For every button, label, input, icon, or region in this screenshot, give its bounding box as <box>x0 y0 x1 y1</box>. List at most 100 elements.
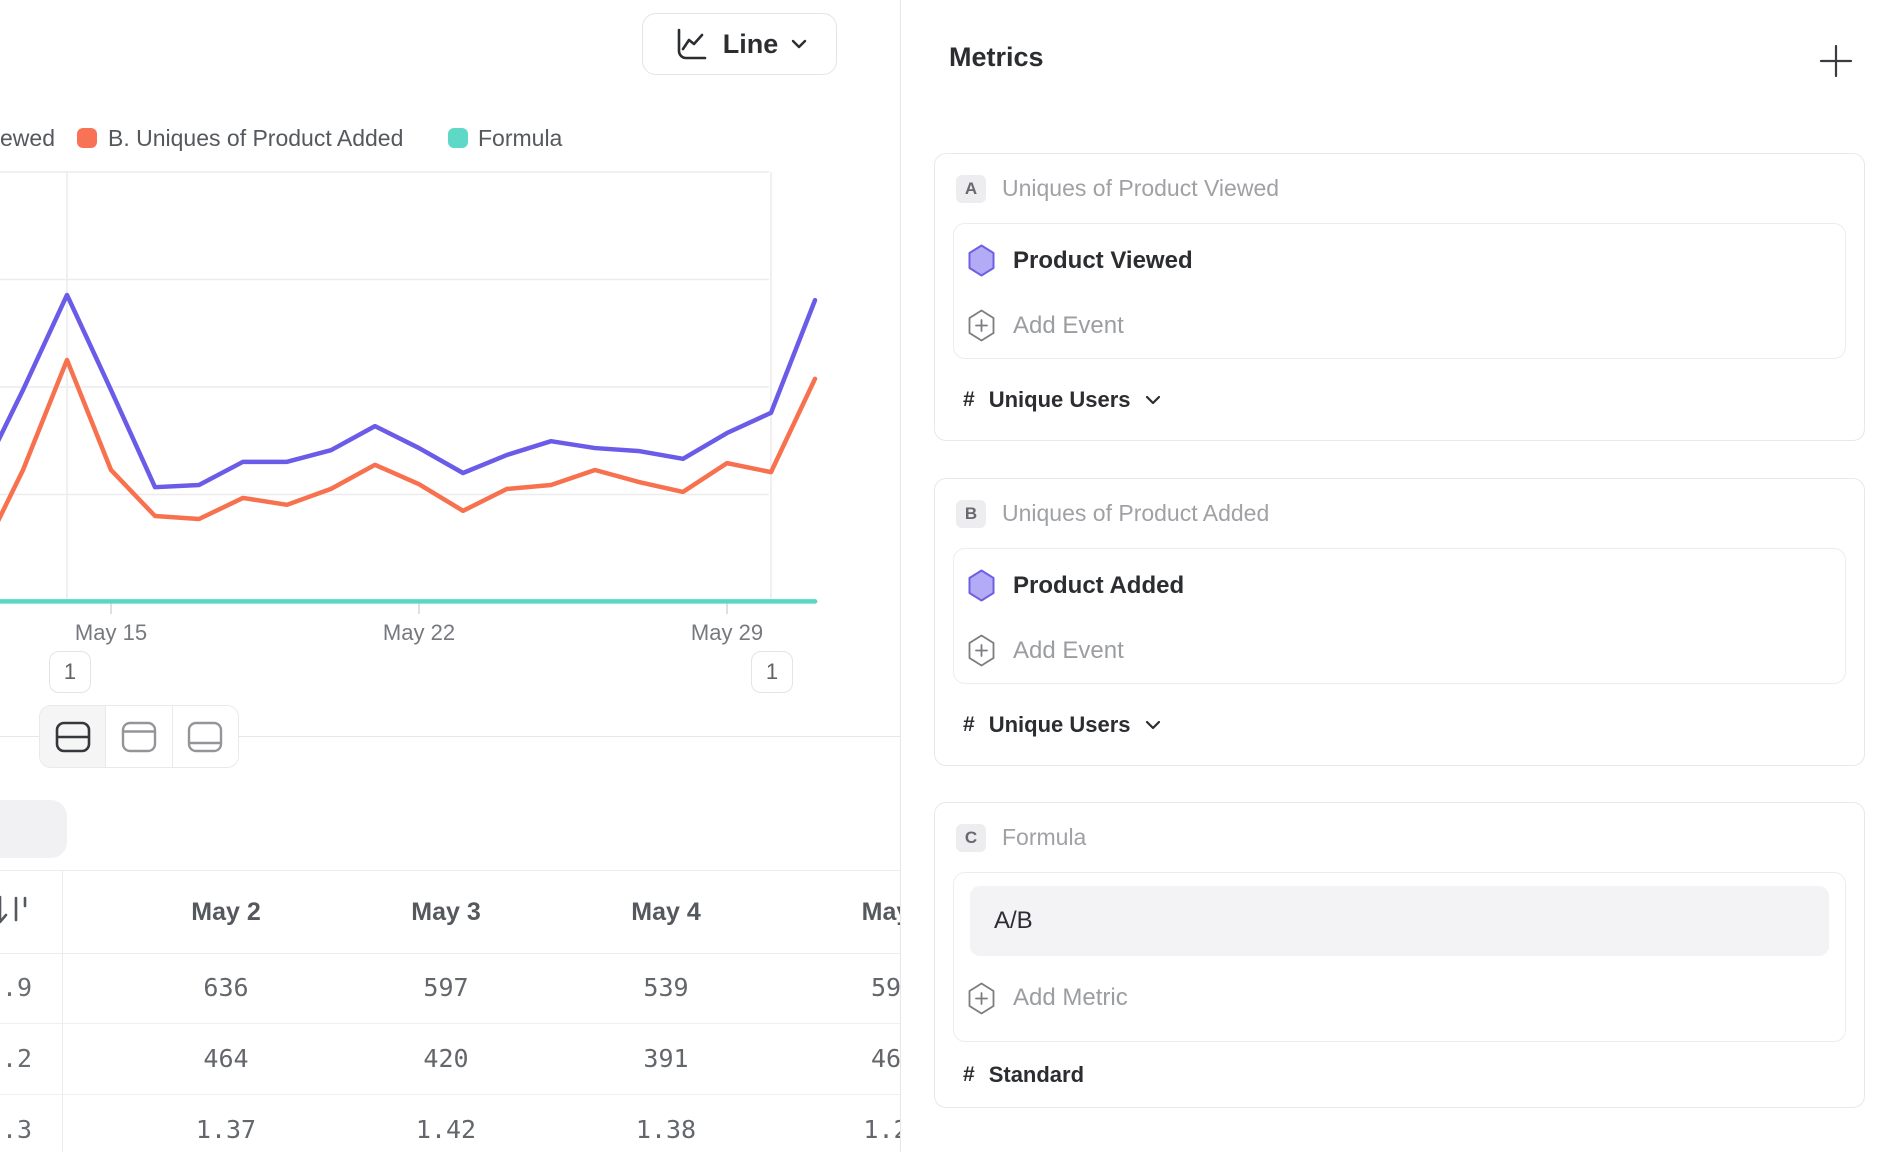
add-metric-plus-button[interactable] <box>1817 42 1855 80</box>
chart-type-button[interactable]: Line <box>642 13 837 75</box>
sort-icon[interactable] <box>0 893 36 929</box>
measurement-label: Standard <box>988 1062 1085 1087</box>
metric-badge: C <box>956 823 986 852</box>
measurement-label: Unique Users <box>988 387 1131 412</box>
measurement-label: Unique Users <box>988 712 1131 737</box>
x-tick-label: May 22 <box>383 620 455 645</box>
measurement-selector[interactable]: # Unique Users <box>935 684 1864 766</box>
add-event-row[interactable]: Add Event <box>954 293 1845 358</box>
event-hexagon-icon <box>968 244 995 277</box>
metrics-panel: Metrics A Uniques of Product Viewed Prod… <box>900 0 1898 1152</box>
legend-item-formula[interactable]: Formula <box>478 125 563 151</box>
table-row-label-truncated: .9 <box>2 973 33 1002</box>
add-metric-label: Add Metric <box>1013 984 1128 1011</box>
layout-toggle-group <box>39 705 239 768</box>
event-row[interactable]: Product Viewed <box>954 228 1845 293</box>
metric-badge: A <box>956 174 986 203</box>
table-row: .3 1.37 1.42 1.38 1.2 <box>0 1094 900 1152</box>
table-row: .9 636 597 539 59 <box>0 952 900 1024</box>
toolbar-pill-truncated[interactable] <box>0 800 67 858</box>
metric-card-c: C Formula A/B Add Metric # Stan <box>934 802 1865 1108</box>
page-badge-right-label: 1 <box>765 659 779 684</box>
table-cell: 391 <box>643 1044 689 1073</box>
measurement-selector[interactable]: # Standard <box>935 1042 1864 1108</box>
metric-card-b: B Uniques of Product Added Product Added <box>934 478 1865 766</box>
top-bar-icon <box>121 721 157 752</box>
series-line-0 <box>0 292 818 490</box>
formula-input[interactable]: A/B <box>970 886 1829 956</box>
metric-title: Uniques of Product Viewed <box>1002 175 1280 201</box>
table-cell: 1.37 <box>195 1115 257 1144</box>
table-cell: 539 <box>643 973 689 1002</box>
event-row[interactable]: Product Added <box>954 553 1845 618</box>
formula-editor: A/B Add Metric <box>953 872 1846 1042</box>
metric-card-header: C Formula <box>935 803 1864 872</box>
table-cell: 597 <box>423 973 469 1002</box>
table-col-header[interactable]: May 2 <box>191 898 261 926</box>
layout-bottom-bar-button[interactable] <box>172 706 238 767</box>
table-cell: 1.42 <box>415 1115 477 1144</box>
plus-icon <box>1819 44 1853 78</box>
chevron-down-icon <box>1145 395 1160 405</box>
legend-item-a-truncated[interactable]: ewed <box>0 125 55 151</box>
metrics-panel-title: Metrics <box>949 42 1044 72</box>
table-col-header[interactable]: May 3 <box>411 898 481 926</box>
table-col-header[interactable]: May <box>861 898 900 926</box>
chevron-down-icon <box>792 39 807 49</box>
event-name: Product Viewed <box>1013 246 1193 274</box>
bottom-bar-icon <box>188 721 223 752</box>
add-event-hexagon-icon <box>968 309 995 342</box>
table-row-label-truncated: .2 <box>2 1044 33 1073</box>
table-cell: 464 <box>203 1044 249 1073</box>
x-tick-label: May 29 <box>691 620 763 645</box>
measurement-selector[interactable]: # Unique Users <box>935 359 1864 441</box>
table-header-row: May 2 May 3 May 4 May <box>0 870 900 954</box>
legend-swatch-formula <box>448 128 468 148</box>
table-cell: 1.2 <box>863 1115 900 1144</box>
event-list: Product Added Add Event <box>953 548 1846 684</box>
hash-icon: # <box>963 713 975 736</box>
split-rows-icon <box>55 721 90 752</box>
layout-split-rows-button[interactable] <box>40 706 107 767</box>
page-badge-left-label: 1 <box>63 659 77 684</box>
metric-title: Formula <box>1002 824 1087 850</box>
page-badge-left[interactable]: 1 <box>49 651 91 693</box>
legend-item-b[interactable]: B. Uniques of Product Added <box>108 125 404 151</box>
legend-swatch-b <box>77 128 97 148</box>
hash-icon: # <box>963 1063 975 1086</box>
series-line-1 <box>0 357 818 523</box>
table-cell: 636 <box>203 973 249 1002</box>
section-divider <box>0 736 900 737</box>
table-row: .2 464 420 391 46 <box>0 1023 900 1095</box>
metric-card-header: B Uniques of Product Added <box>935 479 1864 548</box>
page-badge-right[interactable]: 1 <box>751 651 793 693</box>
hash-icon: # <box>963 388 975 411</box>
metric-title: Uniques of Product Added <box>1002 500 1270 526</box>
formula-value: A/B <box>994 907 1033 934</box>
add-event-row[interactable]: Add Event <box>954 618 1845 683</box>
add-metric-hexagon-icon <box>968 982 995 1014</box>
metric-badge: B <box>956 499 986 528</box>
table-col-header[interactable]: May 4 <box>631 898 701 926</box>
add-event-label: Add Event <box>1013 636 1124 664</box>
line-chart-icon <box>677 28 707 60</box>
table-cell: 1.38 <box>635 1115 697 1144</box>
table-row-label-truncated: .3 <box>2 1115 33 1144</box>
event-hexagon-icon <box>968 569 995 602</box>
frozen-column-divider <box>62 870 63 1152</box>
layout-top-bar-button[interactable] <box>106 706 173 767</box>
table-cell: 59 <box>870 973 900 1002</box>
chart-area: Line ewed B. Uniques of Product Added Fo… <box>0 0 900 1152</box>
line-chart: May 15 May 22 May 29 <box>0 171 818 645</box>
event-name: Product Added <box>1013 571 1185 599</box>
x-tick-label: May 15 <box>75 620 147 645</box>
metric-card-a: A Uniques of Product Viewed Product View… <box>934 153 1865 441</box>
add-metric-row[interactable]: Add Metric <box>954 956 1845 1040</box>
add-event-hexagon-icon <box>968 634 995 667</box>
chart-legend: ewed B. Uniques of Product Added Formula <box>0 124 900 152</box>
event-list: Product Viewed Add Event <box>953 223 1846 359</box>
table-cell: 46 <box>870 1044 900 1073</box>
table-cell: 420 <box>423 1044 469 1073</box>
metric-card-header: A Uniques of Product Viewed <box>935 154 1864 223</box>
